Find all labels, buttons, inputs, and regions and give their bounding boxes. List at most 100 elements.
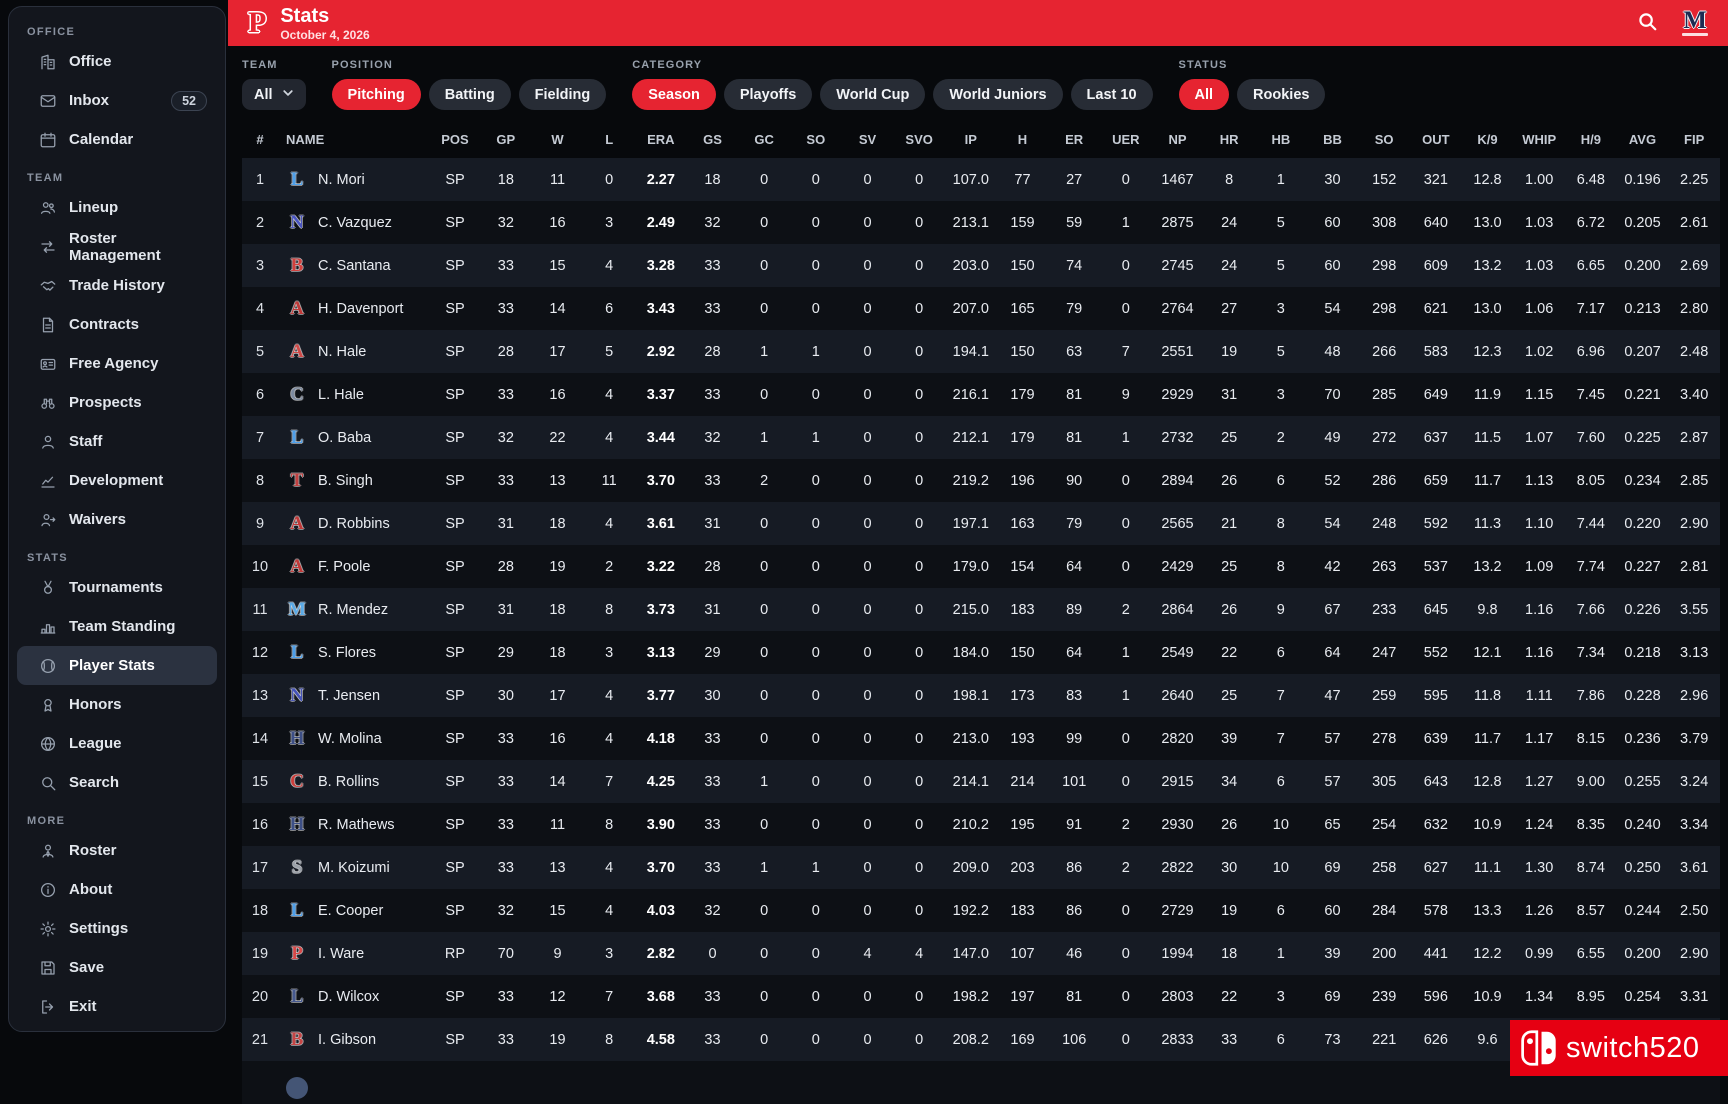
sidebar-item-development[interactable]: Development (17, 461, 217, 500)
chip-all[interactable]: All (1178, 79, 1230, 110)
col-header-so-2[interactable]: SO (1374, 132, 1394, 147)
sidebar-item-lineup[interactable]: Lineup (17, 188, 217, 227)
player-row-n-mori[interactable]: 1 L N. Mori SP 18 11 0 2.27 18 0 0 0 0 107.0 77 27 0 1467… (242, 158, 1720, 201)
col-header-pos[interactable]: POS (441, 132, 469, 147)
col-header-uer[interactable]: UER (1112, 132, 1140, 147)
col-header-bb[interactable]: BB (1323, 132, 1342, 147)
stat-cell: 659 (1423, 472, 1448, 489)
player-row-s-flores[interactable]: 12 L S. Flores SP 29 18 3 3.13 29 0 0 0 0 184.0 150 64 1… (242, 631, 1720, 674)
sidebar-item-tournaments[interactable]: Tournaments (17, 568, 217, 607)
player-row-c-santana[interactable]: 3 B C. Santana SP 33 15 4 3.28 33 0 0 0 0 203.0 150 74 0… (242, 244, 1720, 287)
sidebar-item-free-agency[interactable]: Free Agency (17, 344, 217, 383)
sidebar-item-player-stats[interactable]: Player Stats (17, 646, 217, 685)
stat-cell: 0.227 (1624, 558, 1661, 575)
stat-cell: 0 (915, 257, 924, 274)
player-row-e-cooper[interactable]: 18 L E. Cooper SP 32 15 4 4.03 32 0 0 0 0 192.2 183 86 0… (242, 889, 1720, 932)
col-header-gc[interactable]: GC (754, 132, 774, 147)
stat-cell: 0 (1121, 902, 1130, 919)
sidebar-item-exit[interactable]: Exit (17, 987, 217, 1026)
sidebar-item-staff[interactable]: Staff (17, 422, 217, 461)
col-header-gs[interactable]: GS (703, 132, 722, 147)
sidebar-item-league[interactable]: League (17, 724, 217, 763)
sidebar-item-trade-history[interactable]: Trade History (17, 266, 217, 305)
player-row-h-davenport[interactable]: 4 A H. Davenport SP 33 14 6 3.43 33 0 0 0 0 207.0 165 7… (242, 287, 1720, 330)
chip-playoffs[interactable]: Playoffs (723, 79, 813, 110)
col-header-w[interactable]: W (551, 132, 564, 147)
col-header-era[interactable]: ERA (647, 132, 675, 147)
player-row-r-mathews[interactable]: 16 H R. Mathews SP 33 11 8 3.90 33 0 0 0 0 210.2 195 91… (242, 803, 1720, 846)
player-row-t-jensen[interactable]: 13 N T. Jensen SP 30 17 4 3.77 30 0 0 0 0 198.1 173 83 1… (242, 674, 1720, 717)
player-row-l-hale[interactable]: 6 C L. Hale SP 33 16 4 3.37 33 0 0 0 0 216.1 179 81 9 292… (242, 373, 1720, 416)
col-header-svo[interactable]: SVO (905, 132, 933, 147)
team-logo-icon: L (290, 900, 304, 921)
col-header-l[interactable]: L (605, 132, 614, 147)
sidebar-item-prospects[interactable]: Prospects (17, 383, 217, 422)
col-header-k-9[interactable]: K/9 (1477, 132, 1498, 147)
col-header-gp[interactable]: GP (496, 132, 516, 147)
chip-world-juniors[interactable]: World Juniors (933, 79, 1063, 110)
team-logo-icon: M (288, 599, 306, 620)
sidebar-item-roster-management[interactable]: Roster Management (17, 227, 217, 266)
col-header-whip[interactable]: WHIP (1522, 132, 1557, 147)
stat-cell: 31 (704, 515, 721, 532)
sidebar-item-settings[interactable]: Settings (17, 909, 217, 948)
player-row-m-koizumi[interactable]: 17 S M. Koizumi SP 33 13 4 3.70 33 1 1 0 0 209.0 203 86… (242, 846, 1720, 889)
chip-world-cup[interactable]: World Cup (820, 79, 926, 110)
rank-cell: 2 (255, 214, 265, 231)
player-row-r-mendez[interactable]: 11 M R. Mendez SP 31 18 8 3.73 31 0 0 0 0 215.0 183 89 2… (242, 588, 1720, 631)
sidebar-item-roster[interactable]: Roster (17, 831, 217, 870)
player-row-b-singh[interactable]: 8 T B. Singh SP 33 13 11 3.70 33 2 0 0 0 219.2 196 90 0 2… (242, 459, 1720, 502)
col-header-h[interactable]: H (1017, 132, 1028, 147)
player-row-n-hale[interactable]: 5 A N. Hale SP 28 17 5 2.92 28 1 1 0 0 194.1 150 63 7 255… (242, 330, 1720, 373)
name-cell: S M. Koizumi (278, 858, 430, 877)
sidebar-item-inbox[interactable]: Inbox 52 (17, 81, 217, 120)
stat-cell: 0 (760, 171, 769, 188)
search-icon[interactable] (1636, 10, 1658, 37)
sidebar-item-waivers[interactable]: Waivers (17, 500, 217, 539)
chip-rookies[interactable]: Rookies (1237, 79, 1326, 110)
chip-fielding[interactable]: Fielding (518, 79, 607, 110)
player-row-i-gibson[interactable]: 21 B I. Gibson SP 33 19 8 4.58 33 0 0 0 0 208.2 169 106… (242, 1018, 1720, 1061)
stat-cell: 30 (704, 687, 721, 704)
col-header-ip[interactable]: IP (964, 132, 977, 147)
inbox-count-badge: 52 (171, 90, 207, 111)
col-header-np[interactable]: NP (1168, 132, 1187, 147)
col-header-so[interactable]: SO (806, 132, 826, 147)
stat-cell: 2 (760, 472, 769, 489)
sidebar-item-team-standing[interactable]: Team Standing (17, 607, 217, 646)
col-header-sv[interactable]: SV (858, 132, 877, 147)
col-header-name[interactable]: NAME (286, 132, 325, 147)
sidebar-item-search[interactable]: Search (17, 763, 217, 802)
player-row-d-wilcox[interactable]: 20 L D. Wilcox SP 33 12 7 3.68 33 0 0 0 0 198.2 197 81 0… (242, 975, 1720, 1018)
sidebar-item-about[interactable]: About (17, 870, 217, 909)
col-header-hr[interactable]: HR (1219, 132, 1239, 147)
chip-pitching[interactable]: Pitching (331, 79, 421, 110)
stat-cell: 0 (915, 988, 924, 1005)
team-dropdown[interactable]: All (242, 79, 306, 110)
player-row-o-baba[interactable]: 7 L O. Baba SP 32 22 4 3.44 32 1 1 0 0 212.1 179 81 1 273… (242, 416, 1720, 459)
sidebar-item-honors[interactable]: Honors (17, 685, 217, 724)
stat-cell: 286 (1372, 472, 1397, 489)
chip-season[interactable]: Season (632, 79, 716, 110)
sidebar-item-calendar[interactable]: Calendar (17, 120, 217, 159)
col-header-h-9[interactable]: H/9 (1580, 132, 1601, 147)
team-badge-button[interactable]: M (1682, 8, 1708, 37)
player-row-d-robbins[interactable]: 9 A D. Robbins SP 31 18 4 3.61 31 0 0 0 0 197.1 163 79 0… (242, 502, 1720, 545)
col-header-out[interactable]: OUT (1422, 132, 1450, 147)
player-row-f-poole[interactable]: 10 A F. Poole SP 28 19 2 3.22 28 0 0 0 0 179.0 154 64 0 2… (242, 545, 1720, 588)
stat-cell: 0 (1121, 300, 1130, 317)
sidebar-item-office[interactable]: Office (17, 42, 217, 81)
sidebar-item-contracts[interactable]: Contracts (17, 305, 217, 344)
col-header-hb[interactable]: HB (1271, 132, 1291, 147)
player-row-b-rollins[interactable]: 15 C B. Rollins SP 33 14 7 4.25 33 1 0 0 0 214.1 214 10… (242, 760, 1720, 803)
col-header-er[interactable]: ER (1065, 132, 1084, 147)
chip-last-10[interactable]: Last 10 (1070, 79, 1153, 110)
col-header-num[interactable]: # (256, 132, 264, 147)
player-row-c-vazquez[interactable]: 2 N C. Vazquez SP 32 16 3 2.49 32 0 0 0 0 213.1 159 59 1… (242, 201, 1720, 244)
col-header-avg[interactable]: AVG (1628, 132, 1657, 147)
col-header-fip[interactable]: FIP (1684, 132, 1705, 147)
chip-batting[interactable]: Batting (428, 79, 511, 110)
sidebar-item-save[interactable]: Save (17, 948, 217, 987)
player-row-w-molina[interactable]: 14 H W. Molina SP 33 16 4 4.18 33 0 0 0 0 213.0 193 99 0… (242, 717, 1720, 760)
player-row-i-ware[interactable]: 19 P I. Ware RP 70 9 3 2.82 0 0 0 4 4 147.0 107 46 0 1994… (242, 932, 1720, 975)
